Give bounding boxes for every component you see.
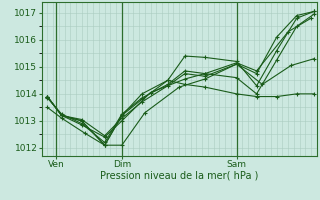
X-axis label: Pression niveau de la mer( hPa ): Pression niveau de la mer( hPa ) — [100, 171, 258, 181]
